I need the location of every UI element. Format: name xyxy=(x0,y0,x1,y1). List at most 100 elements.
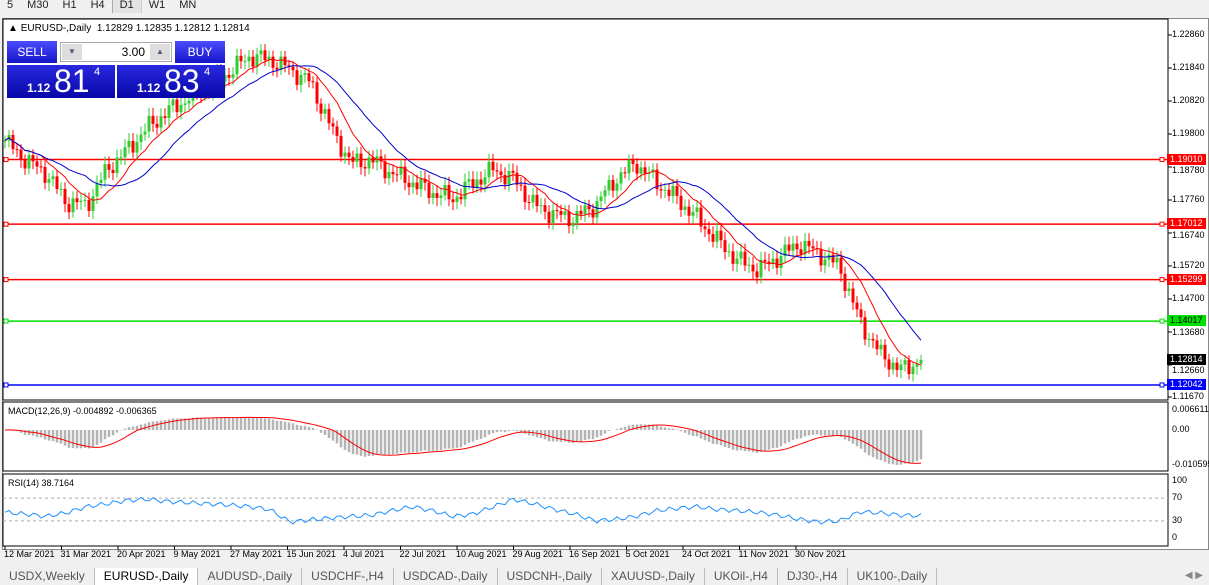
candle xyxy=(439,187,443,206)
chart-window[interactable] xyxy=(2,18,1209,550)
timeframe-H4[interactable]: H4 xyxy=(90,0,105,11)
hline-price-label: 1.12042 xyxy=(1167,378,1206,390)
increase-lot-button[interactable]: ▲ xyxy=(150,44,170,60)
candle xyxy=(567,205,571,234)
date-axis-label: 20 Apr 2021 xyxy=(117,549,166,559)
candle xyxy=(539,198,543,215)
candle xyxy=(411,174,415,194)
candle xyxy=(355,147,359,168)
candle xyxy=(435,185,439,206)
sell-button[interactable]: SELL xyxy=(7,41,57,63)
candle xyxy=(363,160,367,177)
lot-size-input[interactable]: ▼ 3.00 ▲ xyxy=(60,42,172,62)
chart-tab[interactable]: USDX,Weekly xyxy=(0,568,95,585)
symbol-label: EURUSD-,Daily xyxy=(20,23,92,34)
candle xyxy=(735,250,739,272)
candle xyxy=(471,171,475,194)
candle xyxy=(359,146,363,175)
macd-axis-label: 0.006611 xyxy=(1172,404,1209,414)
candle xyxy=(419,171,423,197)
price-axis-label: 1.21840 xyxy=(1172,61,1205,72)
sell-price[interactable]: 1.12 81 4 xyxy=(7,63,115,99)
chart-tab[interactable]: UK100-,Daily xyxy=(848,568,938,585)
candle xyxy=(787,236,791,256)
candle xyxy=(807,233,811,254)
line-handle[interactable] xyxy=(1159,157,1165,163)
candle xyxy=(303,68,307,83)
buy-price[interactable]: 1.12 83 4 xyxy=(117,63,225,99)
candle xyxy=(867,332,871,348)
date-axis-label: 22 Jul 2021 xyxy=(399,549,447,559)
buy-button[interactable]: BUY xyxy=(175,41,225,63)
ohlc-readout: 1.12829 1.12835 1.12812 1.12814 xyxy=(96,23,250,34)
chart-tab[interactable]: UKOil-,H4 xyxy=(705,568,778,585)
candle xyxy=(315,77,319,112)
candle xyxy=(703,218,707,237)
candle xyxy=(223,67,227,89)
candle xyxy=(335,120,339,144)
line-handle[interactable] xyxy=(3,221,9,227)
chart-tab[interactable]: XAUUSD-,Daily xyxy=(602,568,705,585)
date-axis-label: 4 Jul 2021 xyxy=(343,549,385,559)
line-handle[interactable] xyxy=(1159,382,1165,388)
macd-axis-label: 0.00 xyxy=(1172,424,1190,434)
candle xyxy=(251,50,255,73)
chart-tab[interactable]: USDCNH-,Daily xyxy=(498,568,602,585)
candle xyxy=(575,204,579,230)
chart-tab[interactable]: USDCAD-,Daily xyxy=(394,568,498,585)
timeframe-W1[interactable]: W1 xyxy=(148,0,166,11)
chart-tabs: USDX,Weekly EURUSD-,Daily AUDUSD-,Daily USD… xyxy=(0,568,938,585)
candle xyxy=(739,243,743,266)
line-handle[interactable] xyxy=(3,277,9,283)
tab-scroll-arrows[interactable]: ◀ ▶ xyxy=(1184,570,1203,581)
candle xyxy=(919,354,923,371)
candle xyxy=(283,51,287,73)
date-axis-label: 9 May 2021 xyxy=(173,549,221,559)
candle xyxy=(111,162,115,181)
candle xyxy=(647,166,651,182)
buy-price-prefix: 1.12 xyxy=(137,81,161,95)
timeframe-5[interactable]: 5 xyxy=(7,0,14,11)
price-axis-label: 1.11670 xyxy=(1172,391,1204,401)
candle xyxy=(627,154,631,181)
candle xyxy=(19,144,23,168)
line-handle[interactable] xyxy=(3,382,9,388)
candle xyxy=(67,197,71,220)
candle xyxy=(43,160,47,190)
chart-tab[interactable]: USDCHF-,H4 xyxy=(302,568,394,585)
candle xyxy=(639,161,643,180)
timeframe-M30[interactable]: M30 xyxy=(27,0,49,11)
main-panel-border xyxy=(2,18,1169,401)
line-handle[interactable] xyxy=(1159,277,1165,283)
chart-tab[interactable]: DJ30-,H4 xyxy=(778,568,848,585)
candle xyxy=(863,310,867,346)
candle xyxy=(163,108,167,125)
candle xyxy=(667,182,671,202)
line-handle[interactable] xyxy=(1159,318,1165,324)
candle xyxy=(811,238,815,257)
timeframe-H1[interactable]: H1 xyxy=(62,0,77,11)
line-handle[interactable] xyxy=(1159,221,1165,227)
hline-price-label: 1.17012 xyxy=(1167,218,1206,230)
candle xyxy=(259,43,263,63)
line-handle[interactable] xyxy=(3,157,9,163)
lot-value[interactable]: 3.00 xyxy=(121,45,145,59)
candle xyxy=(519,177,523,192)
chart-tab[interactable]: EURUSD-,Daily xyxy=(94,568,199,585)
candle xyxy=(35,155,39,175)
candle xyxy=(311,76,315,89)
one-click-trading-panel: SELL ▼ 3.00 ▲ BUY 1.12 81 4 1.12 83 4 xyxy=(7,41,226,99)
chart-tab[interactable]: AUDUSD-,Daily xyxy=(198,568,303,585)
timeframe-MN[interactable]: MN xyxy=(179,0,197,11)
timeframe-D1[interactable]: D1 xyxy=(111,0,142,13)
candle xyxy=(615,178,619,199)
candle xyxy=(683,199,687,216)
candle xyxy=(695,200,699,219)
candle xyxy=(711,226,715,248)
candle xyxy=(227,67,231,86)
candle xyxy=(451,191,455,211)
candle xyxy=(707,221,711,242)
decrease-lot-button[interactable]: ▼ xyxy=(62,44,82,60)
line-handle[interactable] xyxy=(3,318,9,324)
